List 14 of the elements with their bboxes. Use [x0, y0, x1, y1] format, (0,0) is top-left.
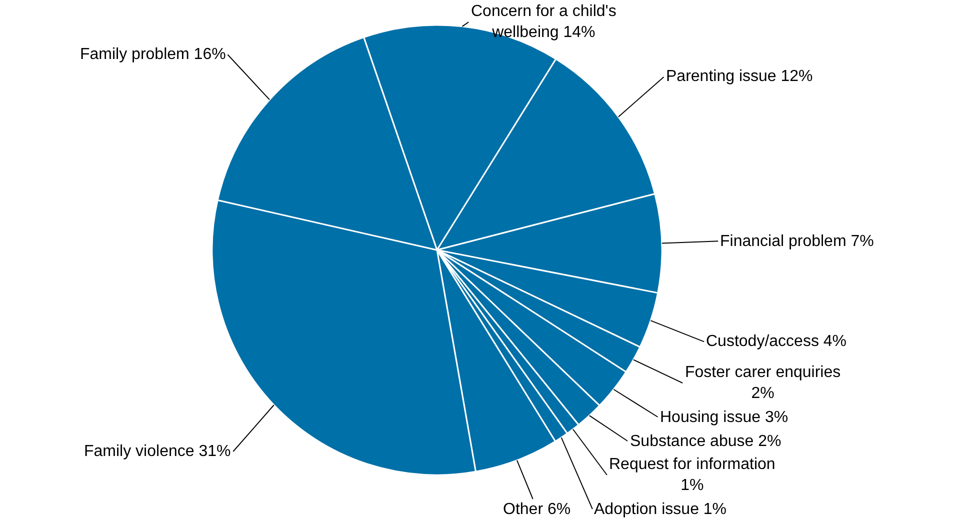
slice-label: Parenting issue 12% [666, 68, 813, 85]
slice-label: Housing issue 3% [660, 409, 788, 426]
slice-label: Request for information [609, 456, 776, 473]
slice-label: Concern for a child's wellbeing 14% [471, 3, 616, 41]
slice-label: Family violence 31% [84, 443, 231, 460]
slice-label: Family problem 16% [80, 46, 226, 63]
slice-label: Substance abuse 2% [630, 433, 782, 450]
slice-label: Foster carer enquiries [685, 364, 841, 381]
data-label: 2% [751, 384, 774, 402]
slice-label: Custody/access 4% [706, 333, 847, 350]
slice-label: Other 6% [503, 501, 571, 518]
data-label: 1% [680, 476, 704, 494]
slice-label: Adoption issue 1% [594, 501, 727, 518]
slice-label: Financial problem 7% [720, 233, 874, 250]
